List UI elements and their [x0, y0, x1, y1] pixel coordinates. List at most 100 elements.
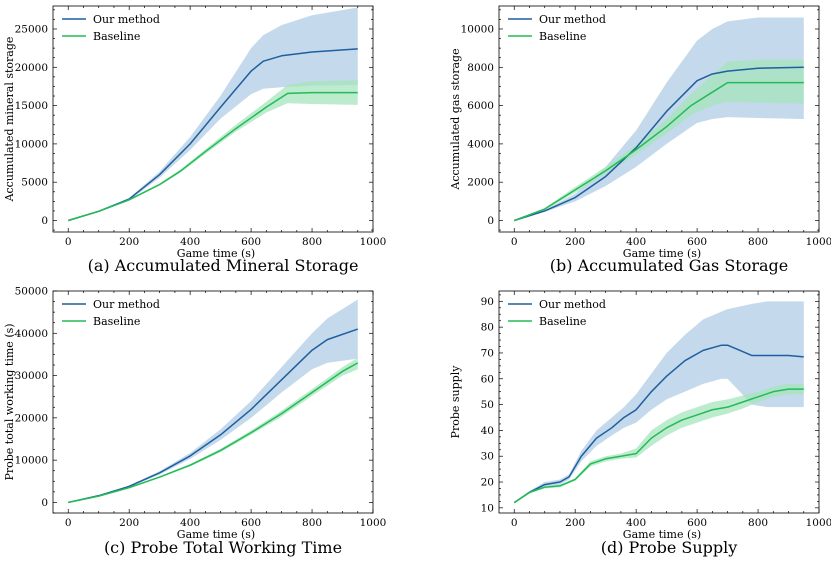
y-tick-label: 60 [481, 373, 494, 385]
y-tick-label: 40000 [15, 328, 48, 340]
y-tick-label: 15000 [15, 100, 48, 112]
y-tick-label: 10000 [461, 23, 494, 35]
x-tick-label: 400 [180, 236, 200, 248]
x-tick-label: 800 [302, 236, 322, 248]
chart-panel-c: 0 200 400 600 800 100001000020000300004000050… [3, 286, 386, 558]
x-tick-label: 200 [119, 517, 139, 529]
x-tick-label: 0 [65, 236, 72, 248]
legend: Our method Baseline [62, 13, 160, 43]
y-tick-label: 10000 [15, 455, 48, 467]
band-our_method [514, 301, 804, 503]
y-tick-label: 2000 [467, 177, 494, 189]
series-line-baseline [513, 81, 804, 222]
y-tick-label: 5000 [21, 177, 48, 189]
y-tick-label: 80 [481, 322, 494, 334]
series-line-baseline [68, 362, 359, 504]
panel-caption: (b) Accumulated Gas Storage [550, 256, 789, 275]
x-tick-label: 1000 [360, 517, 387, 529]
y-axis-label: Probe total working time (s) [3, 323, 16, 480]
plot-area [513, 301, 804, 504]
axes-frame [498, 290, 820, 514]
band-our_method [514, 17, 804, 221]
y-tick-label: 20000 [15, 62, 48, 74]
y-tick-label: 30000 [15, 370, 48, 382]
band-baseline [68, 357, 358, 503]
x-tick-label: 200 [565, 236, 585, 248]
x-tick-label: 400 [180, 517, 200, 529]
plot-area [513, 17, 804, 222]
panel-caption: (a) Accumulated Mineral Storage [88, 256, 359, 275]
panel-caption: (c) Probe Total Working Time [104, 538, 342, 557]
y-tick-label: 70 [481, 347, 494, 359]
axes-frame [52, 5, 374, 233]
band-baseline [514, 383, 804, 503]
y-tick-label: 0 [41, 215, 48, 227]
axes-frame [52, 290, 374, 514]
x-axis-label: Game time (s) [623, 528, 701, 541]
legend-label-our_method: Our method [539, 13, 606, 26]
series-line-our_method [513, 344, 804, 504]
x-tick-label: 800 [748, 517, 768, 529]
legend-label-baseline: Baseline [539, 315, 586, 328]
band-our_method [68, 299, 358, 503]
x-tick-label: 800 [748, 236, 768, 248]
x-axis-label: Game time (s) [177, 528, 255, 541]
x-tick-label: 1000 [806, 236, 831, 248]
x-tick-label: 400 [626, 236, 646, 248]
x-tick-label: 800 [302, 517, 322, 529]
y-tick-label: 4000 [467, 138, 494, 150]
y-tick-label: 50 [481, 399, 494, 411]
band-baseline [514, 59, 804, 221]
band-our_method [68, 7, 358, 221]
x-tick-label: 600 [687, 517, 707, 529]
y-tick-label: 50000 [15, 286, 48, 298]
x-tick-label: 600 [687, 236, 707, 248]
y-tick-label: 30 [481, 451, 494, 463]
x-tick-label: 400 [626, 517, 646, 529]
plot-area [68, 7, 358, 222]
y-axis-label: Accumulated gas storage [449, 48, 462, 190]
legend: Our method Baseline [508, 298, 606, 328]
y-tick-label: 8000 [467, 62, 494, 74]
y-tick-label: 10 [481, 502, 494, 514]
legend: Our method Baseline [508, 13, 606, 43]
x-tick-label: 1000 [360, 236, 387, 248]
series-line-baseline [68, 91, 358, 222]
y-tick-label: 10000 [15, 138, 48, 150]
y-tick-label: 6000 [467, 100, 494, 112]
x-tick-label: 200 [565, 517, 585, 529]
chart-panel-d: 0 200 400 600 800 1000 10 20 30 40 50 60 70 80 90 Game … [449, 290, 831, 557]
legend-label-baseline: Baseline [93, 315, 140, 328]
y-tick-label: 40 [481, 425, 494, 437]
panel-caption: (d) Probe Supply [601, 538, 738, 557]
series-line-our_method [68, 328, 359, 504]
series-line-baseline [513, 388, 804, 504]
x-tick-label: 600 [241, 517, 261, 529]
y-axis-label: Probe supply [449, 365, 462, 439]
y-tick-label: 20 [481, 477, 494, 489]
y-tick-label: 0 [41, 497, 48, 509]
x-tick-label: 0 [65, 517, 72, 529]
legend-label-our_method: Our method [539, 298, 606, 311]
x-tick-label: 600 [241, 236, 261, 248]
legend: Our method Baseline [62, 298, 160, 328]
x-axis-label: Game time (s) [623, 247, 701, 260]
y-tick-label: 0 [487, 215, 494, 227]
y-tick-label: 25000 [15, 23, 48, 35]
x-tick-label: 1000 [806, 517, 831, 529]
x-tick-label: 0 [511, 517, 518, 529]
band-baseline [68, 80, 358, 221]
plot-area [68, 299, 359, 504]
x-axis-label: Game time (s) [177, 247, 255, 260]
legend-label-our_method: Our method [93, 298, 160, 311]
y-axis-label: Accumulated mineral storage [3, 37, 16, 203]
chart-panel-b: 0 200 400 600 800 10000200040006000800010000G… [449, 5, 831, 275]
chart-panel-a: 0 200 400 600 800 100005000100001500020000250… [3, 5, 387, 275]
axes-frame [498, 5, 820, 233]
legend-label-baseline: Baseline [93, 30, 140, 43]
x-tick-label: 0 [511, 236, 518, 248]
y-tick-label: 90 [481, 296, 494, 308]
series-line-our_method [514, 66, 804, 222]
legend-label-baseline: Baseline [539, 30, 586, 43]
